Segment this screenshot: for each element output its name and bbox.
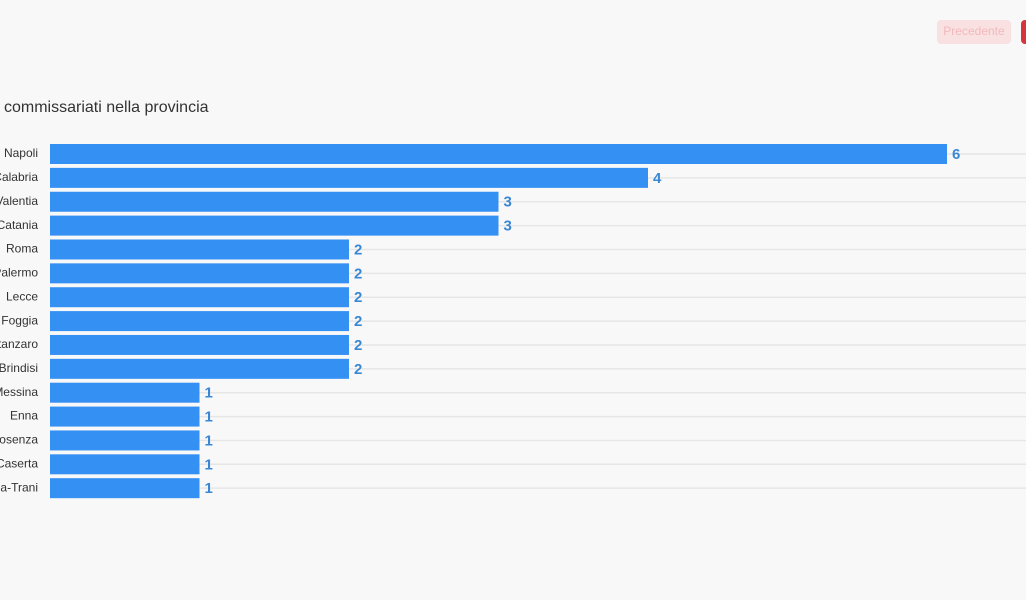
value-label: 3 — [504, 218, 512, 235]
bar — [50, 430, 200, 451]
bar — [50, 144, 947, 164]
bar — [50, 478, 200, 499]
bar — [50, 406, 200, 427]
bar — [50, 454, 200, 475]
value-label: 1 — [205, 409, 213, 426]
value-label: 2 — [354, 361, 362, 378]
category-label: Barletta-Andria-Trani — [0, 480, 38, 494]
bar — [50, 239, 349, 260]
previous-button-label[interactable]: Precedente — [943, 24, 1005, 38]
value-label: 2 — [354, 313, 362, 330]
category-label: Messina — [0, 385, 38, 399]
value-label: 2 — [354, 337, 362, 354]
category-label: Palermo — [0, 266, 38, 280]
bar — [50, 263, 349, 284]
bar — [50, 311, 349, 332]
value-label: 2 — [354, 241, 362, 258]
category-label: Roma — [6, 242, 38, 256]
bar — [50, 334, 349, 355]
category-label: Cosenza — [0, 433, 38, 447]
category-label: Napoli — [4, 146, 38, 160]
category-label: Lecce — [6, 289, 38, 303]
value-label: 1 — [205, 480, 213, 497]
value-label: 6 — [952, 146, 960, 163]
bar — [50, 358, 349, 379]
category-label: Catania — [0, 218, 38, 232]
value-label: 1 — [205, 385, 213, 402]
value-label: 2 — [354, 289, 362, 306]
chart-title: commissariati nella provincia — [4, 99, 209, 116]
next-button[interactable] — [1021, 20, 1026, 44]
category-label: Catanzaro — [0, 337, 38, 351]
previous-button[interactable] — [937, 20, 1011, 44]
bar — [50, 167, 648, 188]
value-label: 1 — [205, 456, 213, 473]
category-label: Vibo Valentia — [0, 194, 38, 208]
value-label: 3 — [504, 194, 512, 211]
value-label: 2 — [354, 265, 362, 282]
bar — [50, 287, 349, 308]
category-label: Brindisi — [0, 361, 38, 375]
bar — [50, 382, 200, 403]
bar — [50, 215, 499, 236]
value-label: 1 — [205, 432, 213, 449]
category-label: Caserta — [0, 456, 38, 470]
category-label: Foggia — [1, 313, 38, 327]
bar — [50, 191, 499, 212]
category-label: Reggio Calabria — [0, 170, 38, 184]
value-label: 4 — [653, 170, 662, 187]
category-label: Enna — [10, 409, 38, 423]
